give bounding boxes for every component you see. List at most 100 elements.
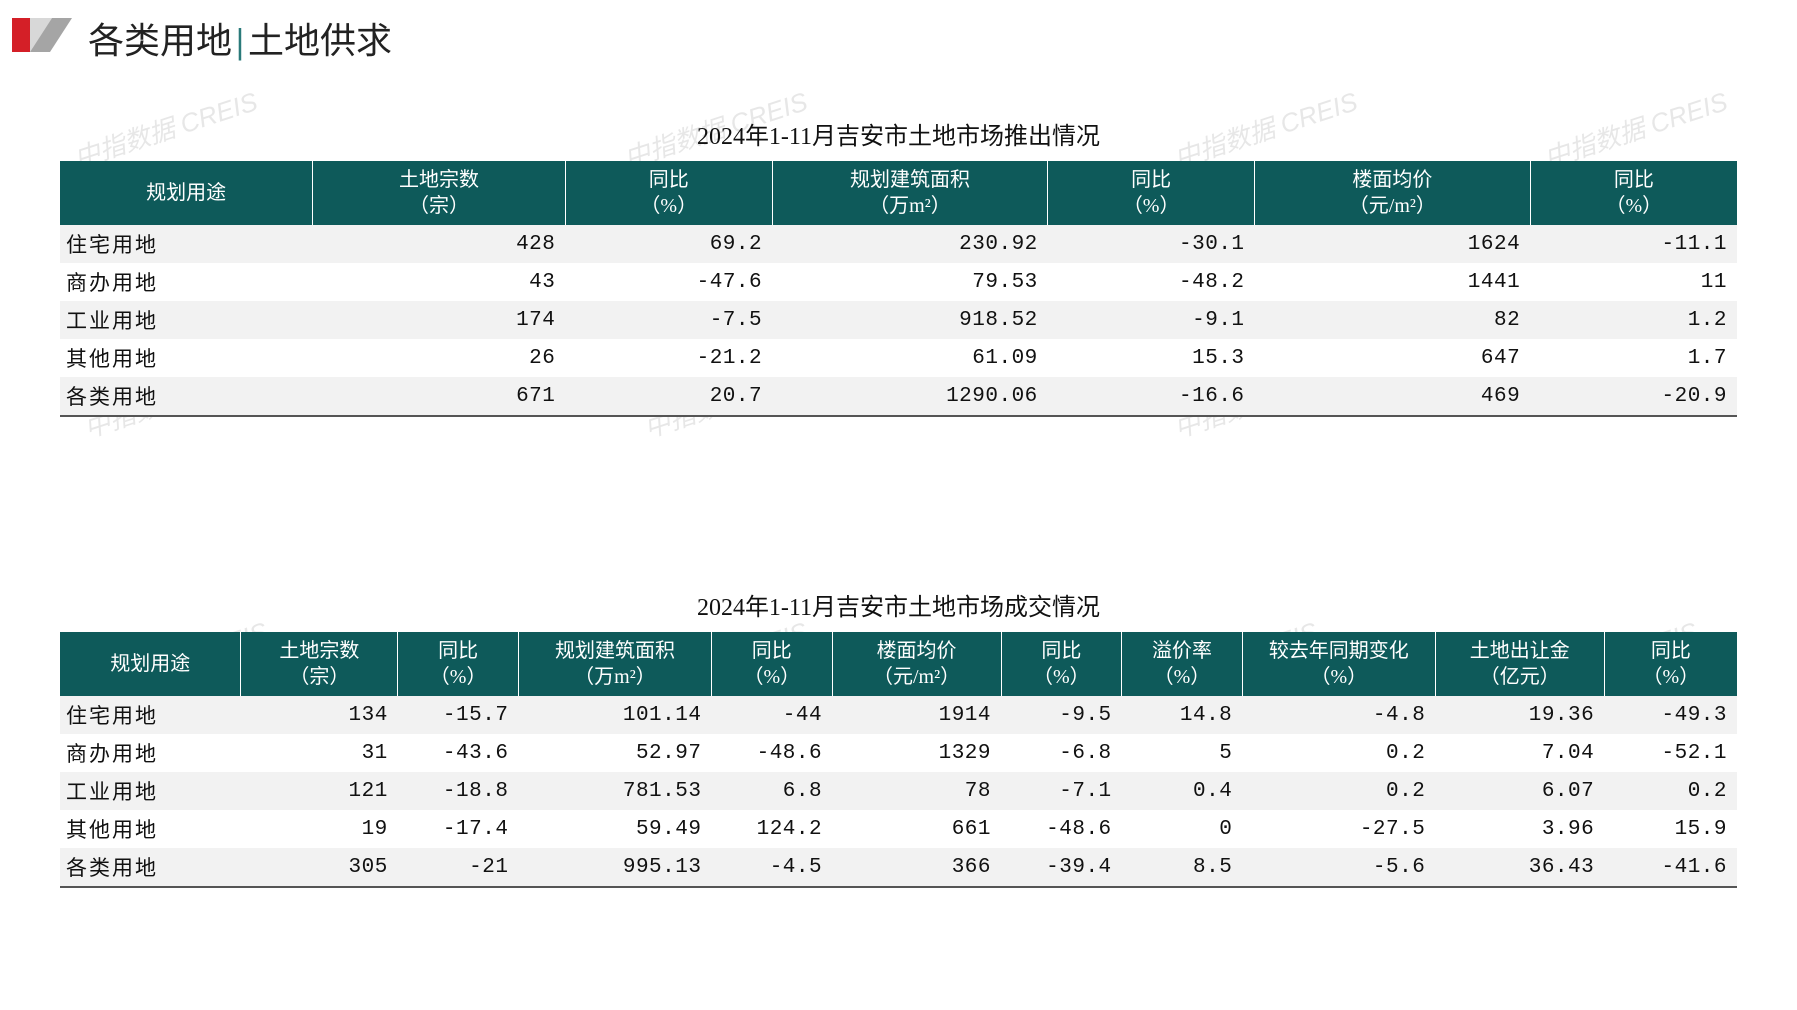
- table2-cell: 661: [832, 810, 1001, 848]
- table2-cell: 78: [832, 772, 1001, 810]
- table2-header-cell: 较去年同期变化（%）: [1242, 632, 1435, 696]
- table1-cell: 469: [1255, 377, 1531, 416]
- table1-cell: 647: [1255, 339, 1531, 377]
- table1-row-label: 工业用地: [60, 301, 313, 339]
- table1-header-cell: 土地宗数（宗）: [313, 161, 566, 225]
- table2-cell: -6.8: [1001, 734, 1122, 772]
- table1-cell: -7.5: [565, 301, 772, 339]
- table-deal: 规划用途土地宗数（宗）同比（%）规划建筑面积（万m²）同比（%）楼面均价（元/m…: [60, 632, 1737, 888]
- table1-cell: 26: [313, 339, 566, 377]
- table2-cell: 19.36: [1435, 696, 1604, 734]
- table2-cell: 14.8: [1122, 696, 1243, 734]
- table2-cell: 0.2: [1242, 772, 1435, 810]
- table2-cell: -27.5: [1242, 810, 1435, 848]
- table2-cell: -52.1: [1604, 734, 1737, 772]
- table2-header-cell: 同比（%）: [711, 632, 832, 696]
- table-row: 其他用地26-21.261.0915.36471.7: [60, 339, 1737, 377]
- table2-cell: -4.5: [711, 848, 832, 887]
- table1-cell: 1.7: [1530, 339, 1737, 377]
- table1-row-label: 其他用地: [60, 339, 313, 377]
- table2-cell: -21: [398, 848, 519, 887]
- table2-row-label: 商办用地: [60, 734, 241, 772]
- table1-row-label: 各类用地: [60, 377, 313, 416]
- table1-header-row: 规划用途土地宗数（宗）同比（%）规划建筑面积（万m²）同比（%）楼面均价（元/m…: [60, 161, 1737, 225]
- table2-cell: 0: [1122, 810, 1243, 848]
- table1-row-label: 住宅用地: [60, 225, 313, 263]
- table2-cell: 8.5: [1122, 848, 1243, 887]
- table1-cell: 69.2: [565, 225, 772, 263]
- table2-cell: 3.96: [1435, 810, 1604, 848]
- table2-header-cell: 同比（%）: [398, 632, 519, 696]
- table1-cell: 20.7: [565, 377, 772, 416]
- table2-cell: 36.43: [1435, 848, 1604, 887]
- table2-header-cell: 同比（%）: [1001, 632, 1122, 696]
- table1-cell: -11.1: [1530, 225, 1737, 263]
- table2-cell: 1914: [832, 696, 1001, 734]
- table1-cell: 1.2: [1530, 301, 1737, 339]
- table1-header-cell: 同比（%）: [565, 161, 772, 225]
- table1-cell: 43: [313, 263, 566, 301]
- table2-row-label: 其他用地: [60, 810, 241, 848]
- table2-cell: -7.1: [1001, 772, 1122, 810]
- table2-cell: -4.8: [1242, 696, 1435, 734]
- table2-header-cell: 土地出让金（亿元）: [1435, 632, 1604, 696]
- table1-header-cell: 同比（%）: [1048, 161, 1255, 225]
- table2-cell: 366: [832, 848, 1001, 887]
- table2-cell: 0.2: [1242, 734, 1435, 772]
- table1-cell: -48.2: [1048, 263, 1255, 301]
- table2-cell: -44: [711, 696, 832, 734]
- table2-cell: -48.6: [711, 734, 832, 772]
- table2-row-label: 各类用地: [60, 848, 241, 887]
- page-title: 各类用地|土地供求: [88, 12, 392, 64]
- content-area: 2024年1-11月吉安市土地市场推出情况 规划用途土地宗数（宗）同比（%）规划…: [0, 116, 1797, 888]
- table2-cell: 19: [241, 810, 398, 848]
- title-separator: |: [232, 21, 248, 61]
- table-row: 工业用地121-18.8781.536.878-7.10.40.26.070.2: [60, 772, 1737, 810]
- table-row: 各类用地67120.71290.06-16.6469-20.9: [60, 377, 1737, 416]
- table2-row-label: 住宅用地: [60, 696, 241, 734]
- section-deal: 2024年1-11月吉安市土地市场成交情况 规划用途土地宗数（宗）同比（%）规划…: [60, 587, 1737, 888]
- table2-cell: 52.97: [518, 734, 711, 772]
- table2-cell: 6.8: [711, 772, 832, 810]
- table2-cell: 0.2: [1604, 772, 1737, 810]
- table2-row-label: 工业用地: [60, 772, 241, 810]
- table1-cell: -16.6: [1048, 377, 1255, 416]
- table2-caption: 2024年1-11月吉安市土地市场成交情况: [60, 587, 1737, 622]
- table2-header-cell: 溢价率（%）: [1122, 632, 1243, 696]
- table2-cell: -18.8: [398, 772, 519, 810]
- table2-header-cell: 同比（%）: [1604, 632, 1737, 696]
- table2-cell: -5.6: [1242, 848, 1435, 887]
- table2-cell: 6.07: [1435, 772, 1604, 810]
- table1-header-cell: 楼面均价（元/m²）: [1255, 161, 1531, 225]
- table1-cell: 230.92: [772, 225, 1048, 263]
- table2-cell: -17.4: [398, 810, 519, 848]
- table2-header-cell: 土地宗数（宗）: [241, 632, 398, 696]
- table1-header-cell: 同比（%）: [1530, 161, 1737, 225]
- title-left: 各类用地: [88, 21, 232, 61]
- table2-cell: 305: [241, 848, 398, 887]
- table1-cell: -20.9: [1530, 377, 1737, 416]
- table2-cell: 7.04: [1435, 734, 1604, 772]
- table1-header-cell: 规划用途: [60, 161, 313, 225]
- table2-cell: 995.13: [518, 848, 711, 887]
- table-launch: 规划用途土地宗数（宗）同比（%）规划建筑面积（万m²）同比（%）楼面均价（元/m…: [60, 161, 1737, 417]
- table2-cell: -9.5: [1001, 696, 1122, 734]
- table2-header-cell: 楼面均价（元/m²）: [832, 632, 1001, 696]
- table1-cell: -47.6: [565, 263, 772, 301]
- table1-cell: 1441: [1255, 263, 1531, 301]
- table1-cell: 11: [1530, 263, 1737, 301]
- table1-row-label: 商办用地: [60, 263, 313, 301]
- table-row: 工业用地174-7.5918.52-9.1821.2: [60, 301, 1737, 339]
- table-row: 其他用地19-17.459.49124.2661-48.60-27.53.961…: [60, 810, 1737, 848]
- title-right: 土地供求: [248, 21, 392, 61]
- table2-cell: -48.6: [1001, 810, 1122, 848]
- table2-cell: -49.3: [1604, 696, 1737, 734]
- table1-cell: 428: [313, 225, 566, 263]
- table2-header-row: 规划用途土地宗数（宗）同比（%）规划建筑面积（万m²）同比（%）楼面均价（元/m…: [60, 632, 1737, 696]
- table2-cell: 59.49: [518, 810, 711, 848]
- table2-cell: 0.4: [1122, 772, 1243, 810]
- table2-cell: 121: [241, 772, 398, 810]
- table-row: 商办用地31-43.652.97-48.61329-6.850.27.04-52…: [60, 734, 1737, 772]
- table2-cell: 31: [241, 734, 398, 772]
- table-row: 住宅用地134-15.7101.14-441914-9.514.8-4.819.…: [60, 696, 1737, 734]
